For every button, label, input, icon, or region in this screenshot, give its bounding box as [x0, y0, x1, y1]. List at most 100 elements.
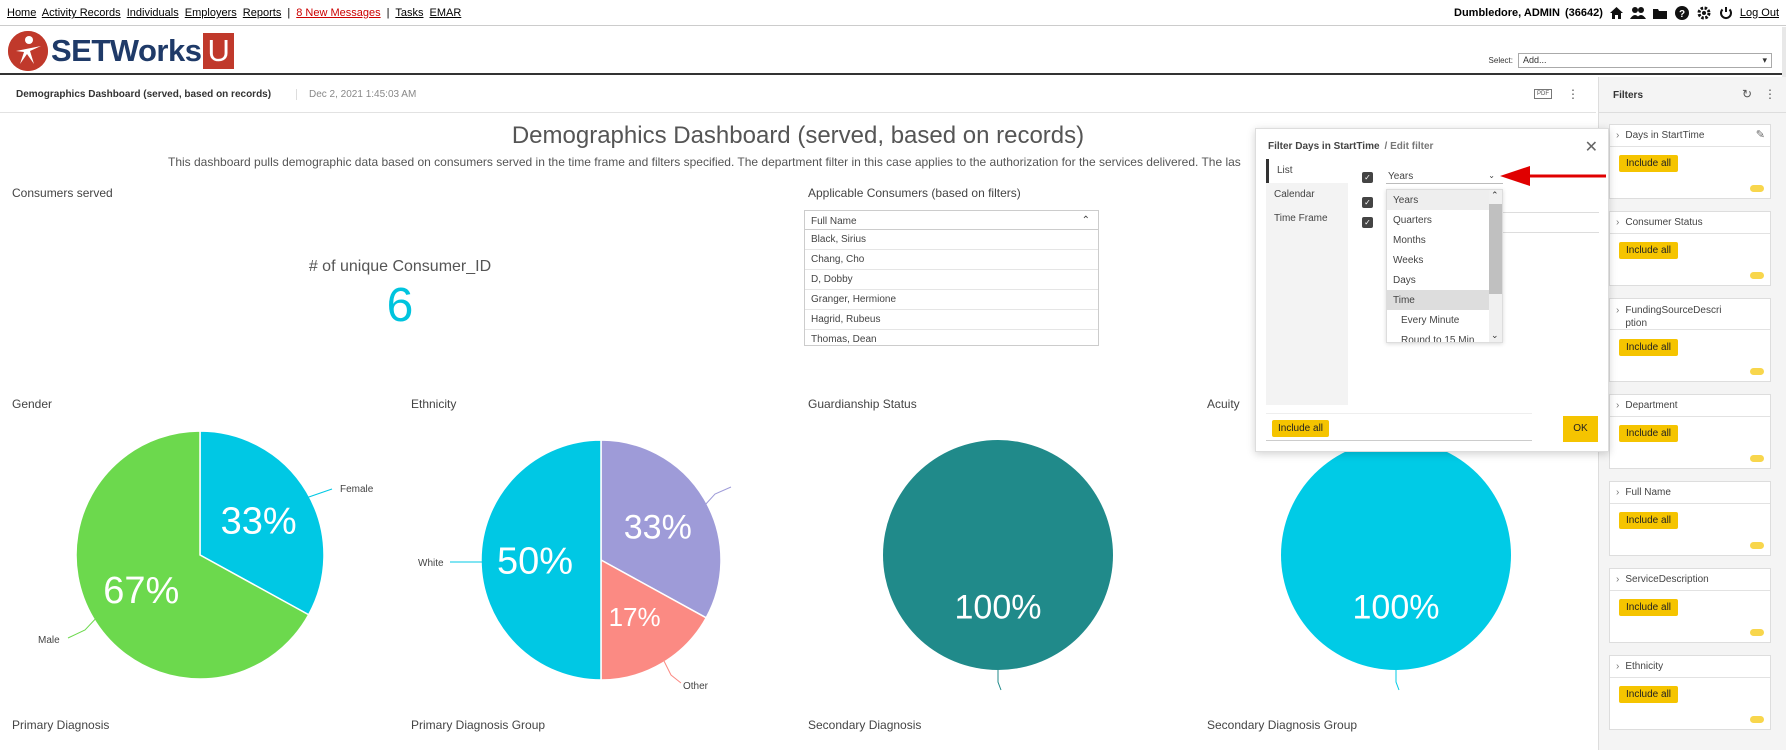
scroll-down-icon[interactable]: ⌄: [1491, 330, 1499, 340]
filter-card-header[interactable]: › Ethnicity: [1610, 656, 1770, 678]
acuity-callout-line: [1395, 670, 1400, 691]
nav-tasks[interactable]: Tasks: [395, 7, 424, 19]
dialog-title: Filter Days in StartTime / Edit filter: [1268, 141, 1433, 152]
filter-toggle[interactable]: [1750, 629, 1764, 636]
logout-link[interactable]: Log Out: [1739, 6, 1779, 19]
filter-toggle[interactable]: [1750, 455, 1764, 462]
acuity-chart-title: Acuity: [1207, 397, 1240, 411]
chevron-down-icon: ⌄: [1488, 171, 1495, 180]
add-select[interactable]: Add... ▾: [1518, 53, 1772, 68]
table-row[interactable]: Thomas, Dean: [805, 330, 1098, 345]
filter-card-header[interactable]: › Consumer Status: [1610, 212, 1770, 234]
refresh-icon[interactable]: ↻: [1742, 87, 1753, 101]
checkbox-checked-icon[interactable]: ✓: [1362, 172, 1373, 183]
help-icon[interactable]: ?: [1674, 4, 1691, 21]
dialog-footer: Include all: [1266, 413, 1532, 441]
nav-home[interactable]: Home: [7, 7, 37, 19]
ok-button[interactable]: OK: [1563, 416, 1598, 442]
filter-card-header[interactable]: › ServiceDescription: [1610, 569, 1770, 591]
table-row[interactable]: Black, Sirius: [805, 230, 1098, 250]
filter-card-header[interactable]: › Full Name: [1610, 482, 1770, 504]
include-all-button[interactable]: Include all: [1619, 512, 1679, 529]
more-options-icon[interactable]: ⋮: [1764, 87, 1776, 101]
user-name: Dumbledore, ADMIN: [1454, 6, 1560, 19]
gear-icon[interactable]: [1696, 4, 1713, 21]
tab-calendar[interactable]: Calendar: [1274, 189, 1315, 200]
option-quarters[interactable]: Quarters: [1393, 215, 1432, 226]
include-all-button[interactable]: Include all: [1619, 425, 1679, 442]
table-row[interactable]: Chang, Cho: [805, 250, 1098, 270]
table-row[interactable]: D, Dobby: [805, 270, 1098, 290]
table-row[interactable]: Granger, Hermione: [805, 290, 1098, 310]
tab-list[interactable]: List: [1266, 159, 1348, 183]
option-time[interactable]: Time: [1387, 290, 1502, 310]
filter-card-full-name[interactable]: › Full Name Include all: [1609, 481, 1771, 556]
filter-card-department[interactable]: › Department Include all: [1609, 394, 1771, 469]
nav-new-messages[interactable]: 8 New Messages: [296, 7, 381, 19]
ethnicity-slice: [600, 558, 708, 681]
filter-name: ServiceDescription: [1625, 574, 1709, 585]
chevron-right-icon: ›: [1616, 400, 1620, 411]
home-icon[interactable]: [1608, 4, 1625, 21]
secondary-diagnosis-group-title: Secondary Diagnosis Group: [1207, 718, 1358, 732]
more-options-icon[interactable]: ⋮: [1567, 87, 1579, 101]
chevron-right-icon: ›: [1616, 487, 1620, 498]
option-every-minute[interactable]: Every Minute: [1401, 315, 1460, 326]
folder-icon[interactable]: [1652, 4, 1669, 21]
scroll-up-icon[interactable]: ⌃: [1491, 190, 1499, 200]
scrollbar-thumb[interactable]: [1489, 204, 1502, 294]
include-all-button[interactable]: Include all: [1619, 339, 1679, 356]
filter-toggle[interactable]: [1750, 185, 1764, 192]
tab-time-frame[interactable]: Time Frame: [1274, 213, 1328, 224]
granularity-select[interactable]: Years ⌄: [1386, 169, 1503, 184]
filter-dialog: Filter Days in StartTime / Edit filter ✕ …: [1255, 128, 1609, 452]
checkbox-checked-icon[interactable]: ✓: [1362, 217, 1373, 228]
option-years[interactable]: Years: [1387, 190, 1502, 210]
nav-reports[interactable]: Reports: [242, 7, 282, 19]
edit-pencil-icon[interactable]: ✎: [1755, 129, 1765, 141]
filter-card-header[interactable]: › FundingSourceDescription: [1610, 299, 1770, 330]
include-all-button[interactable]: Include all: [1619, 155, 1679, 172]
table-row[interactable]: Hagrid, Rubeus: [805, 310, 1098, 330]
option-round-15-min[interactable]: Round to 15 Min: [1401, 335, 1475, 343]
table-header-full-name[interactable]: Full Name ⌃: [805, 211, 1098, 230]
filter-card-days-in-starttime[interactable]: › Days in StartTime ✎ Include all: [1609, 124, 1771, 199]
filter-toggle[interactable]: [1750, 716, 1764, 723]
include-all-button[interactable]: Include all: [1619, 599, 1679, 616]
filter-toggle[interactable]: [1750, 542, 1764, 549]
nav-emar[interactable]: EMAR: [429, 7, 462, 19]
close-icon[interactable]: ✕: [1584, 139, 1598, 156]
chevron-up-icon[interactable]: ⌃: [1081, 215, 1090, 226]
filter-card-ethnicity[interactable]: › Ethnicity Include all: [1609, 655, 1771, 730]
filter-card-service-description[interactable]: › ServiceDescription Include all: [1609, 568, 1771, 643]
filter-toggle[interactable]: [1750, 272, 1764, 279]
gender-callout-line: [67, 613, 101, 639]
nav-activity-records[interactable]: Activity Records: [41, 7, 121, 19]
pdf-export-icon[interactable]: PDF: [1534, 89, 1552, 99]
filter-card-funding-source[interactable]: › FundingSourceDescription Include all: [1609, 298, 1771, 382]
setworks-logo[interactable]: SETWorks U: [8, 31, 234, 71]
granularity-dropdown-list: Years Quarters Months Weeks Days Time Ev…: [1386, 189, 1503, 343]
filter-card-header[interactable]: › Days in StartTime ✎: [1610, 125, 1770, 147]
option-months[interactable]: Months: [1393, 235, 1426, 246]
include-all-button[interactable]: Include all: [1619, 242, 1679, 259]
gender-chart-title: Gender: [12, 397, 53, 411]
option-weeks[interactable]: Weeks: [1393, 255, 1424, 266]
filters-panel-header: Filters ↻ ⋮: [1599, 77, 1786, 113]
logout-icon[interactable]: [1718, 4, 1735, 21]
include-all-button[interactable]: Include all: [1272, 420, 1330, 437]
nav-individuals[interactable]: Individuals: [126, 7, 179, 19]
filter-toggle[interactable]: [1750, 368, 1764, 375]
users-icon[interactable]: [1630, 4, 1647, 21]
chevron-down-icon: ▾: [1762, 55, 1767, 65]
nav-employers[interactable]: Employers: [184, 7, 237, 19]
include-all-button[interactable]: Include all: [1619, 686, 1679, 703]
checkbox-checked-icon[interactable]: ✓: [1362, 197, 1373, 208]
filter-card-consumer-status[interactable]: › Consumer Status Include all: [1609, 211, 1771, 286]
guardianship-chart-title: Guardianship Status: [808, 397, 917, 411]
secondary-diagnosis-title: Secondary Diagnosis: [808, 718, 922, 732]
dropdown-scrollbar[interactable]: ⌃ ⌄: [1489, 190, 1502, 342]
option-days[interactable]: Days: [1393, 275, 1416, 286]
filter-card-header[interactable]: › Department: [1610, 395, 1770, 417]
